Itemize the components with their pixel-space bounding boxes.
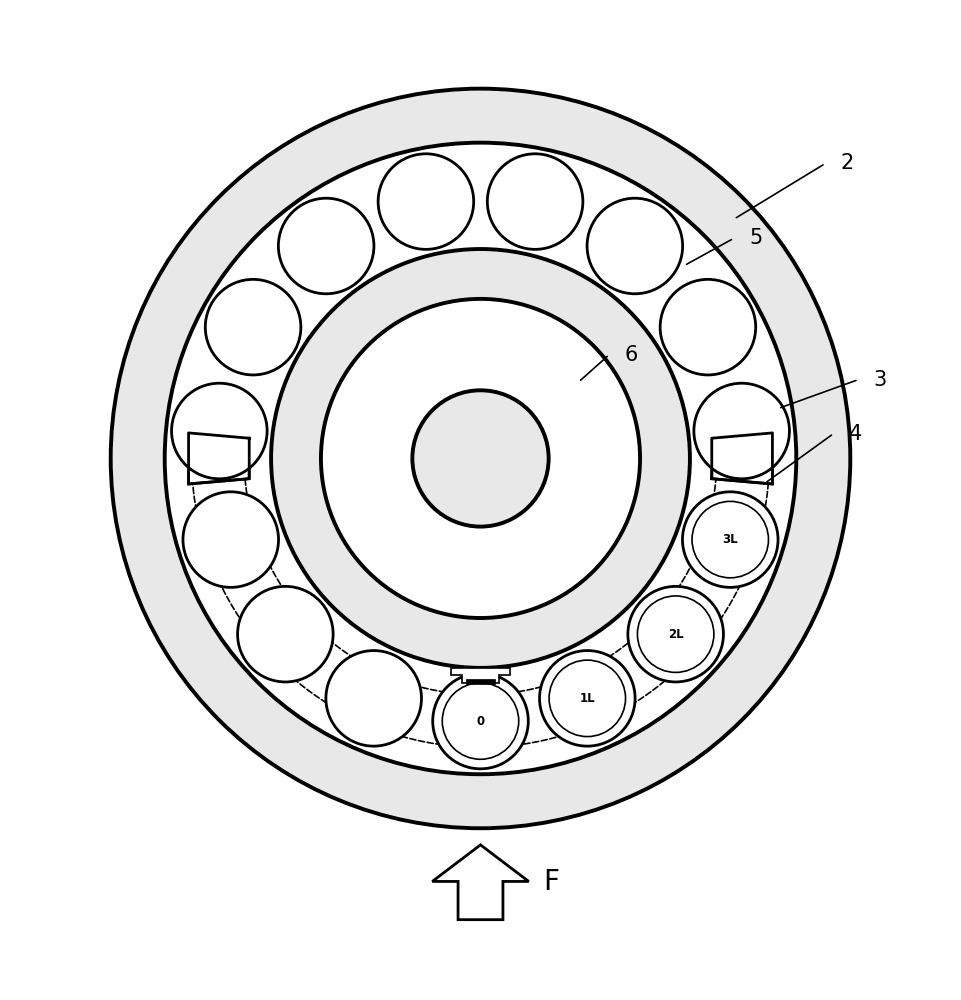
Circle shape	[682, 492, 778, 587]
Text: 4: 4	[849, 424, 862, 444]
Circle shape	[326, 651, 422, 746]
Circle shape	[183, 492, 279, 587]
Polygon shape	[432, 845, 529, 920]
Text: 3L: 3L	[723, 533, 738, 546]
Circle shape	[172, 383, 267, 479]
Text: 0: 0	[477, 715, 484, 728]
Circle shape	[539, 651, 635, 746]
Text: F: F	[543, 868, 559, 896]
Polygon shape	[452, 668, 509, 683]
Circle shape	[321, 299, 640, 618]
Circle shape	[628, 586, 724, 682]
Circle shape	[432, 673, 529, 769]
Polygon shape	[188, 433, 249, 484]
Text: 1L: 1L	[579, 692, 595, 705]
Circle shape	[164, 143, 797, 774]
Text: 2L: 2L	[668, 628, 683, 641]
Circle shape	[412, 390, 549, 527]
Text: 5: 5	[749, 228, 762, 248]
Circle shape	[694, 383, 789, 479]
Circle shape	[587, 198, 682, 294]
Circle shape	[271, 249, 690, 668]
Text: 3: 3	[874, 370, 887, 390]
Circle shape	[279, 198, 374, 294]
Circle shape	[111, 89, 850, 828]
Text: 2: 2	[840, 153, 853, 173]
Text: 6: 6	[625, 345, 638, 365]
Circle shape	[487, 154, 583, 249]
Circle shape	[660, 279, 755, 375]
Bar	[465, 679, 496, 684]
Polygon shape	[712, 433, 773, 484]
Circle shape	[206, 279, 301, 375]
Circle shape	[237, 586, 333, 682]
Circle shape	[378, 154, 474, 249]
